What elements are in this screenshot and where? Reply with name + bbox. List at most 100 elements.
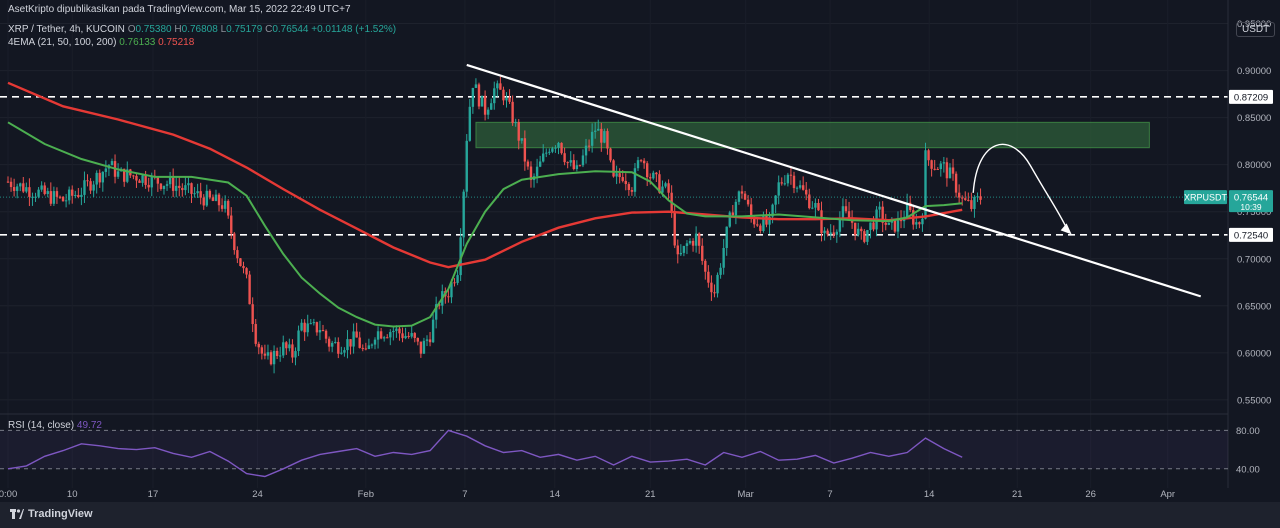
rsi-label[interactable]: RSI (14, close) [8,420,75,431]
x-tick-label: 17 [148,489,159,500]
candle-body [242,266,245,269]
candle-body [150,175,153,188]
candle-body [196,191,199,194]
candle-body [731,212,735,216]
candle-body [364,348,368,350]
candle-body [624,180,627,185]
candle-body [486,109,490,115]
candle-body [728,212,731,227]
candle-body [774,195,777,205]
candle-body [456,275,459,283]
price-tag-label: 0.76544 [1234,193,1268,204]
candle-body [948,167,952,179]
price-chart[interactable]: 0.55000 0.60000 0.65000 0.70000 0.75000 0.800… [0,0,1280,502]
candle-body [961,197,964,199]
x-tick-label: 14 [924,489,935,500]
candle-body [945,162,949,179]
candle-body [266,352,270,356]
candle-body [89,181,92,191]
rsi-band [0,430,1228,469]
candle-body [554,147,557,149]
time-axis[interactable]: 0:00 10 17 24 Feb 7 14 21 Mar 7 14 21 26 Apr [0,489,1175,500]
candle-body [685,243,689,246]
candle-body [548,151,551,153]
candle-body [309,323,312,325]
candle-body [483,95,487,115]
candle-body [343,350,346,353]
candle-body [220,205,224,209]
candle-body [545,152,548,154]
candle-body [223,200,227,209]
candle-body [496,83,499,89]
close-value: 0.76544 [272,24,309,35]
change-value: +0.01148 (+1.52%) [311,24,397,35]
rsi-line [7,429,963,478]
candle-body [398,328,401,334]
candle-body [370,344,374,346]
candle-body [123,168,126,182]
candle-body [349,339,352,347]
candle-body [159,183,163,189]
candle-body [594,130,597,132]
resistance-zone [475,121,1150,149]
candle-body [658,174,661,193]
candle-body [422,340,426,354]
candle-body [526,161,530,167]
candle-body [973,196,976,209]
candle-body [278,355,282,357]
candle-body [954,173,958,193]
candle-body [679,252,683,255]
candle-body [823,230,826,234]
candle-body [652,172,655,179]
open-value: 0.75380 [135,24,172,35]
candle-body [942,162,946,164]
candle-body [260,347,264,354]
candle-body [502,89,505,101]
candle-body [490,103,493,110]
candle-body [936,169,939,171]
low-label: L [220,24,227,35]
tradingview-brand[interactable]: TradingView [28,508,93,520]
candle-body [312,322,316,324]
price-axis[interactable]: 0.55000 0.60000 0.65000 0.70000 0.75000 0.800… [1236,19,1271,475]
candle-body [710,282,713,293]
candle-body [6,181,10,183]
candle-body [428,339,432,343]
candle-body [156,176,160,184]
candle-body [193,193,196,195]
candle-body [438,304,441,306]
candle-body [808,194,811,209]
candle-body [786,174,790,184]
candle-body [722,247,725,268]
candle-body [664,183,667,187]
candle-body [269,352,273,365]
candle-body [572,160,575,170]
candle-body [817,202,820,211]
candle-body [789,174,793,176]
tradingview-logo-icon [10,509,24,519]
candle-body [933,168,936,170]
candle-body [462,191,465,238]
symbol-name[interactable]: XRP / Tether, 4h, KUCOIN [8,24,125,35]
candle-body [334,341,337,343]
candle-body [389,332,392,338]
candle-body [970,200,973,209]
candle-body [239,258,242,267]
candle-body [590,131,594,146]
candle-body [416,338,420,342]
candle-body [542,153,545,162]
candle-body [43,185,46,194]
candle-body [28,187,31,197]
candle-body [34,196,37,198]
candle-body [379,331,383,339]
currency-unit[interactable]: USDT [1236,22,1276,37]
candle-body [860,228,863,232]
candle-body [719,267,722,275]
candle-body [682,245,686,253]
ema-label[interactable]: 4EMA (21, 50, 100, 200) [8,37,117,48]
candle-body [597,128,600,131]
high-label: H [174,24,182,35]
candle-body [395,328,398,331]
y-tick-label: 0.55000 [1237,395,1271,406]
